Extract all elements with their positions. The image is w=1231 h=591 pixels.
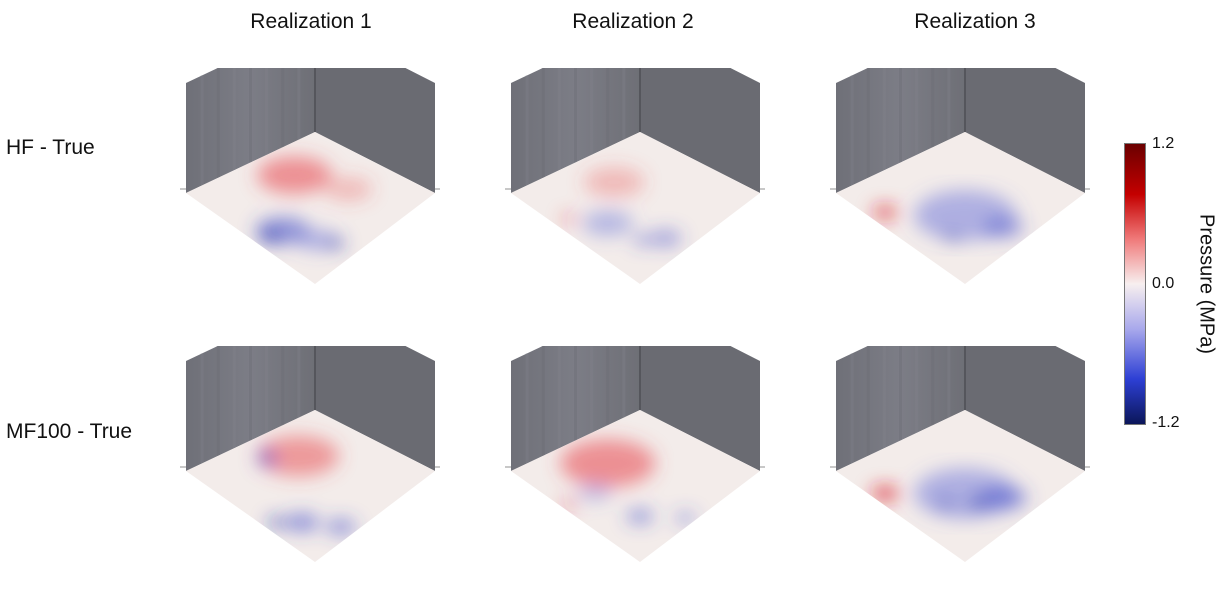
left-wall-slice: [511, 68, 640, 193]
colorbar-tick-min: -1.2: [1152, 414, 1180, 431]
panel-mf100-realization-2: [505, 346, 765, 591]
pressure-anomaly: [257, 454, 278, 466]
pressure-anomaly: [257, 435, 340, 477]
right-wall-slice: [640, 68, 760, 193]
pressure-volume-3d: [830, 68, 1090, 284]
pressure-anomaly: [327, 239, 345, 249]
pressure-anomaly: [873, 206, 897, 219]
pressure-anomaly: [983, 217, 1025, 238]
pressure-anomaly: [324, 177, 373, 201]
pressure-anomaly: [967, 497, 989, 508]
pressure-anomaly: [650, 230, 682, 247]
pressure-volume-3d: [180, 68, 440, 284]
pressure-anomaly: [560, 439, 656, 488]
column-title-realization-3: Realization 3: [914, 10, 1036, 33]
pressure-floor-slice: [511, 132, 760, 284]
pressure-anomaly: [260, 448, 272, 454]
pressure-anomaly: [285, 514, 320, 531]
pressure-anomaly: [325, 519, 357, 535]
row-label-hf-true: HF - True: [6, 136, 95, 159]
panel-hf-realization-2: [505, 68, 765, 313]
pressure-anomaly: [259, 231, 281, 243]
right-wall-slice: [965, 68, 1085, 193]
colorbar-tick-zero: 0.0: [1152, 275, 1175, 292]
left-wall-slice: [186, 68, 315, 193]
pressure-anomaly: [634, 235, 652, 245]
pressure-anomaly: [562, 215, 576, 223]
colorbar: [1124, 143, 1146, 425]
pressure-realizations-figure: Realization 1 Realization 2 Realization …: [6, 10, 1218, 562]
column-title-realization-1: Realization 1: [250, 10, 372, 33]
column-title-realization-2: Realization 2: [572, 10, 694, 33]
left-wall-slice: [511, 346, 640, 471]
pressure-anomaly: [577, 483, 612, 501]
left-wall-slice: [186, 346, 315, 471]
pressure-anomaly: [938, 499, 953, 507]
pressure-floor-slice: [186, 132, 435, 284]
pressure-volume-3d: [180, 346, 440, 562]
pressure-anomaly: [979, 486, 1028, 510]
pressure-anomaly: [582, 210, 634, 236]
pressure-anomaly: [626, 509, 654, 524]
pressure-anomaly: [674, 512, 696, 523]
panel-hf-realization-1: [180, 68, 440, 313]
pressure-volume-3d: [505, 68, 765, 284]
left-wall-slice: [836, 68, 965, 193]
pressure-volume-3d: [830, 346, 1090, 562]
pressure-anomaly: [583, 166, 645, 198]
pressure-anomaly: [256, 156, 332, 194]
left-wall-slice: [836, 346, 965, 471]
row-label-mf100-true: MF100 - True: [6, 420, 133, 443]
pressure-anomaly: [871, 486, 899, 501]
panel-mf100-realization-3: [830, 346, 1090, 591]
pressure-floor-slice: [186, 410, 435, 562]
panel-mf100-realization-1: [180, 346, 440, 591]
colorbar-title: Pressure (MPa): [1195, 213, 1218, 355]
panel-hf-realization-3: [830, 68, 1090, 313]
pressure-anomaly: [267, 518, 285, 527]
right-wall-slice: [640, 346, 760, 471]
pressure-volume-3d: [505, 346, 765, 562]
colorbar-tick-max: 1.2: [1152, 135, 1175, 152]
right-wall-slice: [315, 346, 435, 471]
pressure-anomaly: [562, 500, 576, 508]
right-wall-slice: [965, 346, 1085, 471]
right-wall-slice: [315, 68, 435, 193]
pressure-anomaly: [945, 233, 959, 241]
